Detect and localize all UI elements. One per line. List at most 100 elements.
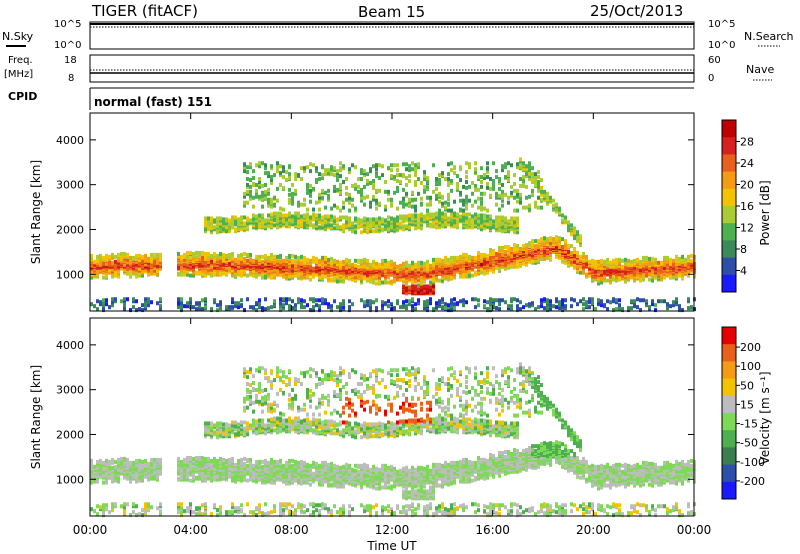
power-cell (414, 173, 417, 178)
power-cell (414, 167, 417, 172)
power-cell (405, 191, 408, 196)
power-cell (423, 303, 426, 308)
power-cell (255, 225, 258, 230)
power-cell (612, 258, 615, 263)
power-cell (255, 254, 258, 259)
beam-label: Beam 15 (358, 3, 425, 21)
power-cell (360, 190, 363, 195)
power-cell (294, 188, 297, 193)
power-cell (201, 255, 204, 260)
power-cell (441, 219, 444, 224)
power-cell (522, 261, 525, 266)
power-cell (507, 178, 510, 183)
power-cell (147, 297, 150, 302)
power-cell (459, 299, 462, 304)
power-cell (408, 213, 411, 218)
power-cell (363, 195, 366, 200)
power-cell (303, 169, 306, 174)
power-cell (627, 262, 630, 267)
power-cell (474, 183, 477, 188)
power-cell (501, 246, 504, 251)
power-cell (477, 187, 480, 192)
power-cell (501, 198, 504, 203)
power-cell (477, 298, 480, 303)
power-cell (402, 305, 405, 310)
power-cell (369, 180, 372, 185)
power-cell (465, 185, 468, 190)
power-cell (564, 243, 567, 248)
power-cell (234, 219, 237, 224)
power-cell (249, 257, 252, 262)
power-cell (576, 250, 579, 255)
power-cell (309, 258, 312, 263)
power-cell (486, 214, 489, 219)
power-cell (648, 305, 651, 310)
power-cell (432, 307, 435, 312)
power-cell (138, 253, 141, 258)
power-cell (450, 161, 453, 166)
power-cell (189, 300, 192, 305)
power-cell (528, 302, 531, 307)
power-cell (465, 202, 468, 207)
power-cell (231, 297, 234, 302)
power-cell (459, 207, 462, 212)
power-cell (378, 201, 381, 206)
power-cell (525, 184, 528, 189)
power-cell (105, 298, 108, 303)
power-cell (195, 270, 198, 275)
power-cell (450, 298, 453, 303)
power-cell (405, 176, 408, 181)
power-cell (531, 239, 534, 244)
power-cell (576, 230, 579, 235)
power-cell (606, 307, 609, 312)
power-cell (510, 297, 513, 302)
power-cell (450, 301, 453, 306)
power-cell (465, 212, 468, 217)
power-cell (489, 193, 492, 198)
power-cell (273, 218, 276, 223)
power-cell (90, 302, 93, 307)
power-cell (537, 305, 540, 310)
power-cell (246, 216, 249, 221)
velocity-cell (90, 458, 93, 463)
power-cell (264, 163, 267, 168)
power-cell (126, 257, 129, 262)
power-cell (234, 227, 237, 232)
power-cell (504, 216, 507, 221)
power-cell (561, 213, 564, 218)
power-cell (375, 163, 378, 168)
power-cell (351, 197, 354, 202)
power-cell (354, 182, 357, 187)
power-cell (687, 254, 690, 259)
power-cell (312, 297, 315, 302)
power-cell (240, 303, 243, 308)
power-cell (528, 207, 531, 212)
power-cell (636, 305, 639, 310)
power-cell (258, 224, 261, 229)
power-cell (561, 245, 564, 250)
power-cell (90, 275, 93, 280)
power-cell (465, 194, 468, 199)
power-cell (399, 263, 402, 268)
power-cell (309, 188, 312, 193)
power-cell (285, 178, 288, 183)
power-cell (258, 213, 261, 218)
power-cell (624, 260, 627, 265)
power-cell (450, 208, 453, 213)
power-cell (528, 194, 531, 199)
power-cell (249, 252, 252, 257)
power-cell (288, 164, 291, 169)
power-cell (318, 304, 321, 309)
power-cell (414, 213, 417, 218)
power-cell (351, 221, 354, 226)
power-cell (285, 301, 288, 306)
power-cell (156, 301, 159, 306)
power-cell (228, 261, 231, 266)
power-cell (186, 269, 189, 274)
power-cell (540, 185, 543, 190)
freq-tick-high: 18 (64, 55, 77, 66)
power-cell (384, 278, 387, 283)
power-cell (282, 297, 285, 302)
power-cell (111, 300, 114, 305)
power-cell (390, 163, 393, 168)
